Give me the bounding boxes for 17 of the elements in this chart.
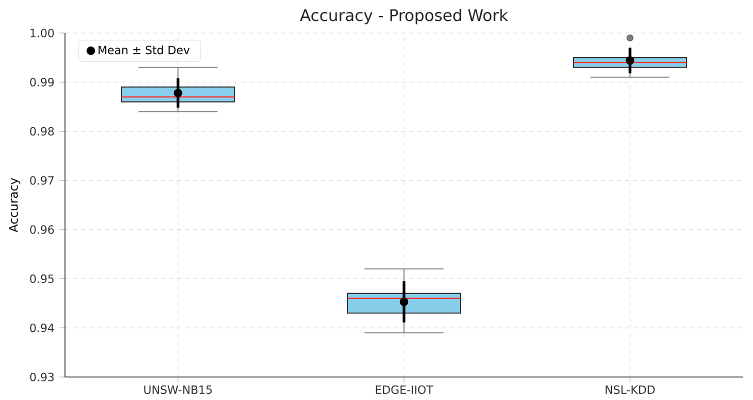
y-tick-label: 0.95 <box>30 274 54 284</box>
y-tick-label: 0.97 <box>30 176 54 185</box>
chart-title: Accuracy - Proposed Work <box>300 8 508 24</box>
point <box>174 88 182 98</box>
legend-label: Mean ± Std Dev <box>98 45 190 54</box>
y-tick-label: 1.00 <box>30 28 54 38</box>
y-tick-label: 0.93 <box>30 372 54 382</box>
x-tick-label: UNSW-NB15 <box>144 385 212 394</box>
y-tick-label: 0.96 <box>30 225 54 234</box>
x-tick-label: NSL-KDD <box>606 385 655 394</box>
y-tick-label: 0.98 <box>30 127 54 136</box>
y-axis-title: Accuracy <box>8 178 20 232</box>
point <box>626 56 634 65</box>
x-tick-label: EDGE-IIOT <box>376 385 434 394</box>
y-tick-label: 0.99 <box>30 78 54 86</box>
point <box>400 298 408 306</box>
y-tick-label: 0.94 <box>30 324 54 332</box>
